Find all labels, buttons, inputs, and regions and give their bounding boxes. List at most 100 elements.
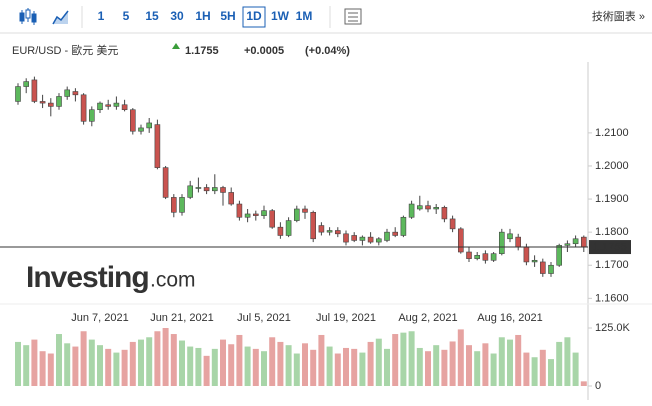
volume-bar [146,337,153,386]
volume-bar [531,357,538,386]
volume-bar [441,349,448,386]
candle-body [146,122,152,129]
volume-bar [138,339,144,386]
y-tick-label: 1.2000 [595,160,629,172]
candle-body [441,207,448,220]
x-tick-label: Jun 7, 2021 [71,312,129,324]
candle-body [203,187,210,192]
candle-body [416,205,423,210]
candle-body [384,231,390,241]
interval-button[interactable]: 15 [145,9,159,23]
candle-body [228,192,234,205]
volume-bar [384,348,390,386]
volume-bar [154,331,161,386]
candle-body [302,208,308,213]
volume-bar [23,345,30,386]
volume-bar [556,341,563,386]
y-tick-label: 1.1600 [595,292,629,304]
y-tick-label: 1.2100 [595,127,629,139]
candle-body [80,94,87,122]
toolbar-icons [19,6,362,28]
volume-bar [228,344,235,386]
volume-bar [392,334,399,386]
candle-body [154,124,161,168]
candle-body [236,203,243,218]
volume-bar [211,348,218,386]
x-tick-label: Jul 5, 2021 [237,312,291,324]
volume-bar [334,353,341,386]
candle-body [285,220,292,236]
change: +0.0005 [244,45,284,57]
interval-button[interactable]: 5H [220,9,235,23]
candle-body [580,236,587,248]
volume-bar [449,341,456,386]
y-tick-label: 1.1900 [595,193,629,205]
area-icon[interactable] [52,10,69,25]
candle-body [195,187,202,189]
candle-body [507,233,513,240]
candle-body [548,264,554,274]
volume-bar [408,331,415,386]
active-interval-box [242,6,266,28]
candle-body [64,89,70,97]
volume-bar [572,352,579,386]
volume-bar [310,349,317,386]
candle-body [326,230,333,233]
candle-body [433,207,440,210]
candle-body [457,228,464,253]
candle-body [466,251,472,259]
volume-bar [56,334,62,386]
candle-icon[interactable] [19,8,37,25]
volume-bar [433,345,440,386]
volume-bar [203,355,210,386]
x-tick-label: Jul 19, 2021 [316,312,376,324]
volume-bar [457,329,464,386]
candle-body [138,127,144,132]
candle-body [425,205,431,210]
volume-bar [400,332,407,386]
candle-body [408,203,415,218]
candle-body [105,104,111,107]
volume-bar [523,352,530,386]
volume-bar [466,345,472,386]
volume-bar [269,337,276,386]
volume-bar [195,347,202,386]
x-tick-label: Aug 2, 2021 [398,312,457,324]
last-price: 1.1755 [185,45,219,57]
volume-bar [179,340,185,386]
interval-button[interactable]: 5 [123,9,130,23]
candle-body [171,197,177,213]
interval-button[interactable]: 1M [296,9,313,23]
volume-bar [539,349,546,386]
chart-link[interactable]: 技術圖表 » [592,9,645,23]
candle-body [253,213,259,216]
candle-body [556,245,563,266]
candle-body [392,231,399,236]
volume-bar [285,345,292,386]
volume-bar [162,328,169,386]
interval-button[interactable]: 1D [246,9,262,23]
y-tick-label: 1.1700 [595,259,629,271]
candle-body [564,243,571,246]
interval-button[interactable]: 1W [271,9,290,23]
interval-button[interactable]: 1 [98,9,105,23]
volume-bar [97,345,103,386]
candle-body [220,187,226,193]
candle-body [367,236,374,243]
volume-bar [220,339,226,386]
settings-icon[interactable] [344,8,362,25]
volume-bar [252,348,259,386]
candle-body [277,226,284,236]
candle-body [318,225,325,233]
volume-bar [425,351,431,386]
interval-button[interactable]: 1H [195,9,210,23]
candle-body [162,167,169,198]
volume-bar [482,343,489,386]
candle-body [89,109,95,122]
candle-body [31,79,38,102]
candle-body [244,213,251,218]
interval-button[interactable]: 30 [170,9,184,23]
candle-body [359,236,366,241]
